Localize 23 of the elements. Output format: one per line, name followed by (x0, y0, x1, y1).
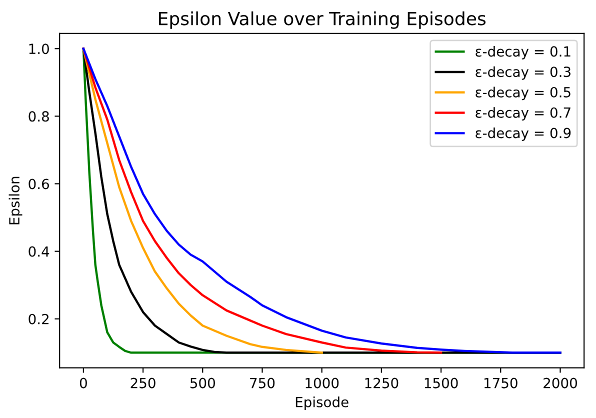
x-tick-label: 1500 (424, 378, 458, 388)
legend-label: ε-decay = 0.7 (476, 107, 570, 121)
y-tick-label: 1.0 (29, 44, 49, 54)
y-tick-label: 0.2 (28, 314, 48, 324)
legend-label: ε-decay = 0.9 (476, 127, 571, 141)
x-tick-label: 1000 (306, 378, 339, 388)
y-axis-title: Epsilon (8, 176, 22, 224)
x-tick-label: 500 (190, 378, 215, 388)
legend-label: ε-decay = 0.5 (476, 86, 570, 100)
x-tick-label: 1750 (484, 378, 518, 388)
x-tick-label: 250 (130, 378, 156, 388)
y-tick-label: 0.8 (28, 111, 49, 122)
x-tick-label: 1250 (365, 378, 398, 388)
x-tick-label: 2000 (544, 378, 577, 388)
chart-title: Epsilon Value over Training Episodes (159, 11, 486, 29)
x-tick-label: 750 (250, 378, 275, 388)
y-tick-label: 0.6 (28, 178, 50, 190)
line-series (82, 48, 323, 354)
legend-label: ε-decay = 0.3 (476, 66, 570, 80)
x-tick-label: 0 (80, 378, 87, 388)
legend-label: ε-decay = 0.1 (476, 46, 570, 60)
x-axis-title: Episode (296, 396, 348, 410)
y-tick-label: 0.4 (28, 246, 50, 257)
